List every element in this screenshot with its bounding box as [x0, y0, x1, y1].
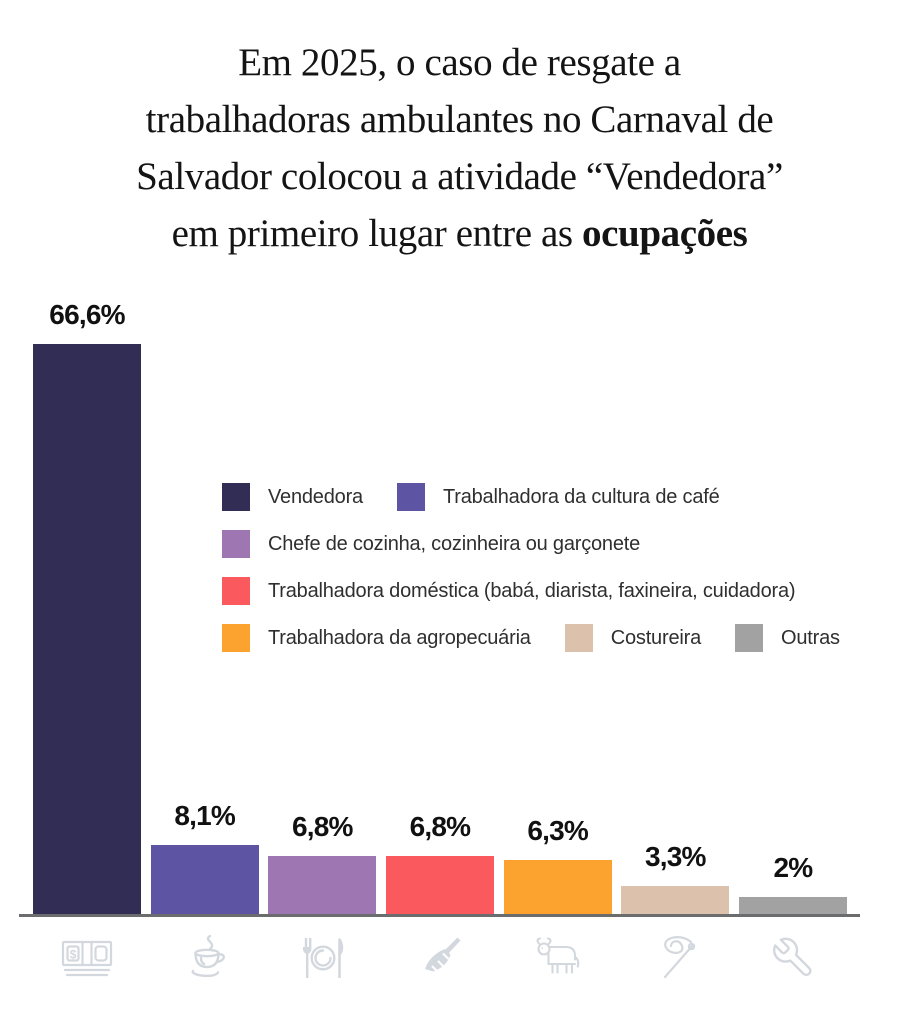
legend-item-domestica: Trabalhadora doméstica (babá, diarista, …: [222, 577, 796, 605]
legend-swatch: [396, 483, 425, 511]
bar-value-label: 6,8%: [292, 810, 353, 842]
legend-swatch: [222, 483, 250, 511]
title-line-1: Em 2025, o caso de resgate a: [238, 41, 681, 84]
bar-column-cultura-cafe: 8,1%: [150, 799, 259, 914]
legend-label: Trabalhadora doméstica (babá, diarista, …: [268, 579, 796, 602]
bar-value-label: 3,3%: [644, 840, 706, 872]
legend-swatch: [222, 577, 250, 605]
cow-icon: [504, 932, 612, 984]
title-line-2: trabalhadoras ambulantes no Carnaval de: [145, 98, 774, 141]
legend-label: Trabalhadora da agropecuária: [268, 626, 531, 649]
legend: Vendedora Trabalhadora da cultura de caf…: [222, 483, 840, 652]
bar-column-domestica: 6,8%: [385, 810, 494, 914]
chart-title: Em 2025, o caso de resgate a trabalhador…: [0, 34, 919, 262]
legend-item-agropecuaria: Trabalhadora da agropecuária: [222, 624, 531, 652]
legend-label: Costureira: [610, 626, 701, 649]
bar-value-label: 66,6%: [49, 299, 125, 330]
broom-icon: [386, 932, 494, 984]
money-banknotes-icon: $: [33, 932, 141, 984]
svg-text:$: $: [70, 948, 77, 962]
bar-agropecuaria: [503, 860, 612, 914]
legend-swatch: [564, 624, 593, 652]
legend-item-cozinha: Chefe de cozinha, cozinheira ou garçonet…: [222, 530, 640, 558]
title-line-4: em primeiro lugar entre as ocupações: [0, 205, 919, 262]
legend-label: Chefe de cozinha, cozinheira ou garçonet…: [268, 532, 641, 555]
title-line-4-text: em primeiro lugar entre as: [171, 212, 583, 255]
bar-cultura-cafe: [150, 844, 259, 914]
needle-thread-icon: [621, 932, 729, 984]
legend-item-vendedora: Vendedora: [222, 483, 363, 511]
legend-item-cultura-cafe: Trabalhadora da cultura de café: [396, 483, 720, 511]
bar-cozinha: [268, 855, 377, 914]
bar-column-vendedora: 66,6%: [33, 299, 141, 914]
legend-row-1: Vendedora Trabalhadora da cultura de caf…: [222, 483, 840, 511]
coffee-cup-icon: [151, 932, 259, 984]
legend-label: Vendedora: [268, 485, 363, 508]
bar-column-outras: 2%: [738, 851, 847, 914]
bar-value-label: 6,8%: [409, 810, 471, 842]
legend-row-2: Chefe de cozinha, cozinheira ou garçonet…: [222, 530, 840, 558]
legend-item-costureira: Costureira: [564, 624, 701, 652]
legend-row-3: Trabalhadora doméstica (babá, diarista, …: [222, 577, 840, 605]
legend-swatch: [222, 530, 250, 558]
category-icons-row: $: [33, 932, 847, 984]
bar-column-costureira: 3,3%: [621, 840, 730, 914]
bar-domestica: [385, 855, 494, 914]
x-axis-line: [19, 914, 860, 917]
title-line-3: Salvador colocou a atividade “Vendedora”: [136, 155, 783, 198]
wrench-icon: [739, 932, 847, 984]
legend-swatch: [222, 624, 250, 652]
bar-value-label: 6,3%: [527, 815, 588, 847]
bar-vendedora: [33, 344, 141, 914]
legend-row-4: Trabalhadora da agropecuária Costureira …: [222, 624, 840, 652]
legend-item-outras: Outras: [735, 624, 840, 652]
bar-value-label: 8,1%: [174, 799, 235, 831]
bar-costureira: [621, 885, 730, 914]
bar-chart: 66,6% 8,1% 6,8% 6,8% 6,3% 3,3% 2%: [33, 288, 847, 914]
cutlery-plate-icon: [268, 932, 376, 984]
legend-label: Outras: [781, 626, 840, 649]
bar-column-cozinha: 6,8%: [268, 810, 377, 914]
title-line-4-bold: ocupações: [582, 212, 748, 255]
bar-outras: [738, 896, 847, 914]
legend-swatch: [735, 624, 763, 652]
legend-label: Trabalhadora da cultura de café: [442, 485, 720, 508]
bar-value-label: 2%: [773, 851, 814, 883]
bar-column-agropecuaria: 6,3%: [503, 815, 612, 914]
